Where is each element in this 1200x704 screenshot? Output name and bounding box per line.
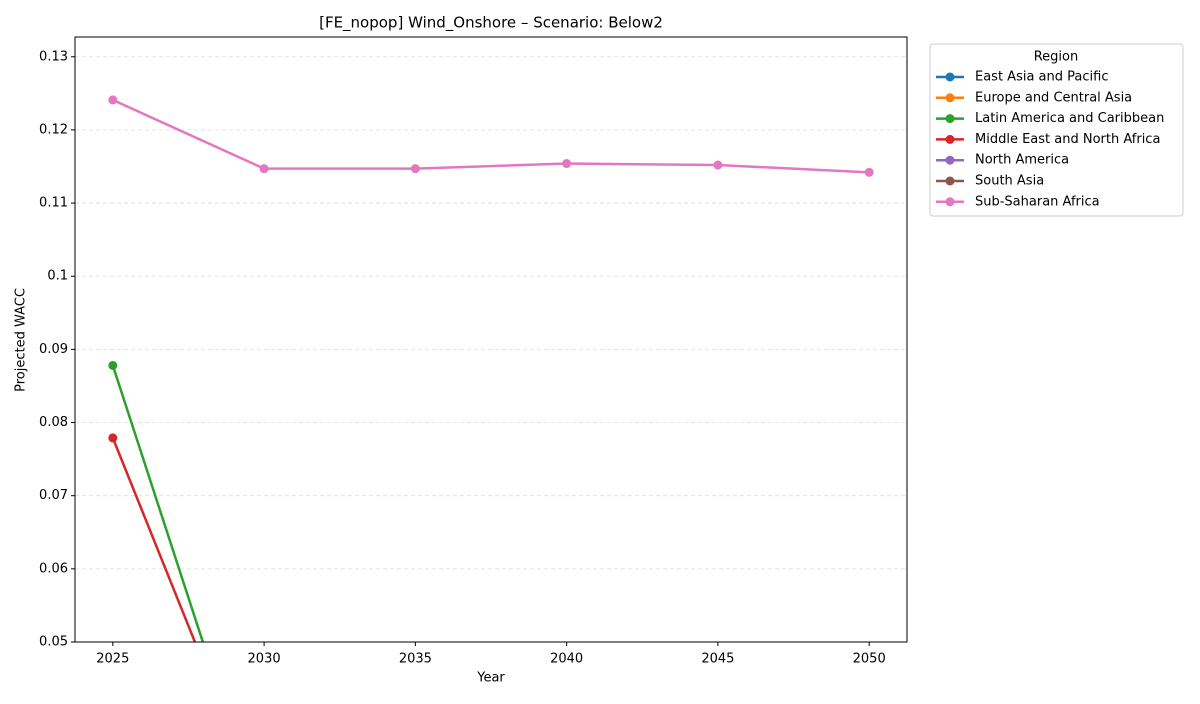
x-tick-label: 2050 bbox=[853, 652, 886, 667]
legend-marker bbox=[945, 114, 955, 124]
x-tick-label: 2035 bbox=[399, 652, 432, 667]
y-axis-label: Projected WACC bbox=[14, 288, 29, 392]
point bbox=[259, 164, 269, 174]
series-line bbox=[111, 437, 197, 642]
y-tick-label: 0.07 bbox=[39, 488, 68, 503]
legend-marker bbox=[945, 197, 955, 207]
legend-label: Latin America and Caribbean bbox=[975, 111, 1164, 126]
chart-title: [FE_nopop] Wind_Onshore – Scenario: Belo… bbox=[319, 14, 663, 33]
y-tick-label: 0.1 bbox=[47, 269, 68, 284]
point bbox=[108, 433, 118, 443]
legend-marker bbox=[945, 93, 955, 103]
legend-label: Europe and Central Asia bbox=[975, 90, 1132, 105]
series-line bbox=[112, 98, 870, 174]
legend-label: South Asia bbox=[975, 174, 1044, 189]
point bbox=[410, 164, 420, 174]
plot bbox=[108, 95, 874, 642]
x-axis-label: Year bbox=[476, 671, 505, 686]
grid bbox=[75, 56, 907, 643]
legend-marker bbox=[945, 155, 955, 165]
y-tick-label: 0.11 bbox=[39, 196, 68, 211]
point bbox=[562, 159, 572, 169]
x-tick-label: 2040 bbox=[550, 652, 583, 667]
y-tick-label: 0.13 bbox=[39, 49, 68, 64]
y-tick-label: 0.09 bbox=[39, 342, 68, 357]
point bbox=[864, 167, 874, 177]
legend-marker bbox=[945, 134, 955, 144]
plot-frame bbox=[74, 36, 908, 643]
x-tick-label: 2025 bbox=[96, 652, 129, 667]
x-tick-label: 2030 bbox=[248, 652, 281, 667]
y-tick-label: 0.06 bbox=[39, 561, 68, 576]
y-tick-label: 0.05 bbox=[39, 635, 68, 650]
point bbox=[108, 360, 118, 370]
legend-marker bbox=[945, 176, 955, 186]
y-tick-label: 0.08 bbox=[39, 415, 68, 430]
point bbox=[713, 160, 723, 170]
point bbox=[108, 95, 118, 105]
legend-label: Sub-Saharan Africa bbox=[975, 194, 1100, 209]
y-tick-label: 0.12 bbox=[39, 122, 68, 137]
legend-label: East Asia and Pacific bbox=[975, 70, 1108, 85]
legend-marker bbox=[945, 72, 955, 82]
x-tick-label: 2045 bbox=[701, 652, 734, 667]
legend-box bbox=[929, 43, 1184, 217]
legend-label: Middle East and North Africa bbox=[975, 132, 1160, 147]
legend-title: Region bbox=[1034, 50, 1079, 65]
series-line bbox=[111, 365, 205, 642]
legend-label: North America bbox=[975, 153, 1069, 168]
